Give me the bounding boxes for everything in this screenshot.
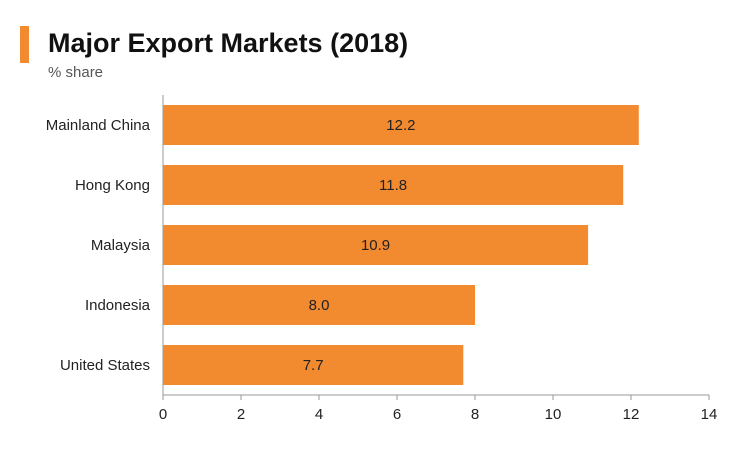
bar bbox=[163, 345, 464, 385]
category-label: Mainland China bbox=[46, 117, 151, 134]
bar bbox=[163, 165, 624, 205]
bar bbox=[163, 105, 639, 145]
x-tick-label: 10 bbox=[545, 406, 562, 423]
x-tick-label: 6 bbox=[393, 406, 401, 423]
x-tick-label: 14 bbox=[701, 406, 718, 423]
axis-layer: 0 2 4 6 8 10 12 14 bbox=[159, 95, 718, 423]
bars-layer: Mainland China 12.2 Hong Kong 11.8 Malaysia 1… bbox=[46, 105, 639, 385]
x-tick-label: 12 bbox=[623, 406, 640, 423]
data-label: 8.0 bbox=[309, 297, 330, 314]
category-label: Indonesia bbox=[85, 297, 151, 314]
chart-subtitle: % share bbox=[48, 64, 104, 81]
data-label: 7.7 bbox=[303, 357, 324, 374]
x-tick-label: 0 bbox=[159, 406, 167, 423]
data-label: 10.9 bbox=[361, 237, 390, 254]
bar bbox=[163, 225, 589, 265]
category-label: United States bbox=[60, 357, 150, 374]
x-tick-label: 2 bbox=[237, 406, 245, 423]
category-label: Hong Kong bbox=[75, 177, 150, 194]
x-tick-label: 4 bbox=[315, 406, 323, 423]
data-label: 11.8 bbox=[379, 177, 407, 194]
category-label: Malaysia bbox=[91, 237, 151, 254]
data-label: 12.2 bbox=[386, 117, 415, 134]
x-tick-label: 8 bbox=[471, 406, 479, 423]
chart-title: Major Export Markets (2018) bbox=[48, 28, 409, 58]
title-accent-bar bbox=[20, 26, 29, 63]
bar bbox=[163, 285, 475, 325]
